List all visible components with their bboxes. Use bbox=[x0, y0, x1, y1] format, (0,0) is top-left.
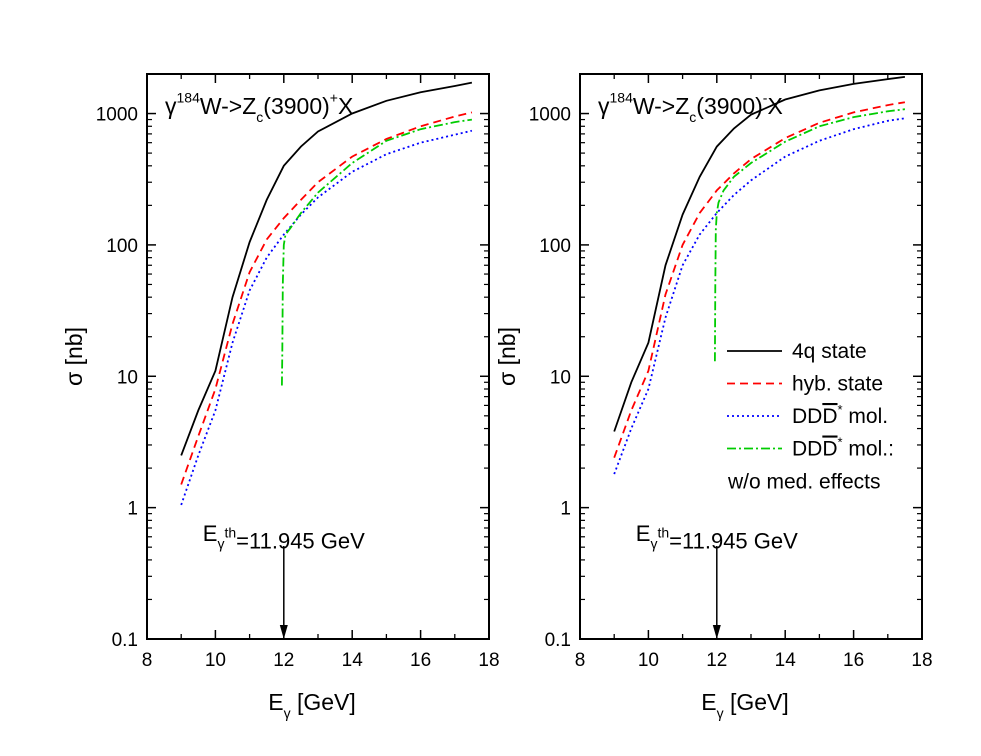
y-tick-label: 1000 bbox=[529, 105, 571, 126]
y-tick-label: 10 bbox=[117, 367, 138, 388]
threshold-annotation: Eγth=11.945 GeV bbox=[203, 521, 365, 554]
panel-title: γ184W->Zc(3900)-X bbox=[598, 90, 783, 126]
x-tick-label: 10 bbox=[205, 650, 226, 671]
y-axis-label: σ [nb] bbox=[494, 327, 520, 386]
plot-frame bbox=[579, 73, 923, 640]
threshold-arrow-head bbox=[279, 625, 288, 639]
series-4q-line bbox=[613, 76, 906, 432]
series-hyb-line bbox=[180, 111, 473, 485]
x-tick-label: 14 bbox=[775, 650, 797, 671]
x-tick-label: 16 bbox=[843, 650, 864, 671]
x-tick-label: 12 bbox=[706, 650, 727, 671]
series-mol-line bbox=[180, 129, 473, 506]
legend-label-hyb: hyb. state bbox=[792, 373, 883, 396]
panel-title: γ184W->Zc(3900)+X bbox=[165, 90, 353, 126]
y-tick-label: 1 bbox=[127, 499, 138, 520]
series-mol_nomed-line bbox=[714, 108, 906, 362]
x-axis-label: Eγ [GeV] bbox=[268, 689, 356, 721]
x-axis-label: Eγ [GeV] bbox=[701, 689, 789, 721]
legend-label-mol_nomed-line2: w/o med. effects bbox=[727, 471, 881, 494]
panel-1: 8 10 12 14 16 18 0.1 1 10 100 1000 Eγ [GeV] σ [nb] γ1… bbox=[61, 73, 500, 721]
y-tick-label: 1000 bbox=[96, 105, 138, 126]
x-tick-label: 10 bbox=[638, 650, 659, 671]
y-axis-label: σ [nb] bbox=[61, 327, 87, 386]
panel-2: 8 10 12 14 16 18 0.1 1 10 100 1000 Eγ [GeV] σ [nb] γ1… bbox=[494, 73, 933, 721]
x-tick-label: 12 bbox=[273, 650, 294, 671]
y-tick-label: 1 bbox=[560, 499, 571, 520]
series-hyb-line bbox=[613, 101, 906, 459]
legend-label-mol_nomed: DDD* mol.: bbox=[792, 435, 894, 461]
y-tick-label: 0.1 bbox=[545, 630, 571, 651]
plot-frame bbox=[146, 73, 490, 640]
series-4q-line bbox=[180, 81, 473, 456]
threshold-arrow-head bbox=[712, 625, 721, 639]
x-tick-label: 8 bbox=[575, 650, 586, 671]
y-tick-label: 100 bbox=[539, 236, 571, 257]
x-tick-label: 16 bbox=[410, 650, 431, 671]
x-tick-label: 18 bbox=[478, 650, 499, 671]
series-mol_nomed-line bbox=[281, 118, 473, 386]
threshold-annotation: Eγth=11.945 GeV bbox=[636, 521, 798, 554]
y-tick-label: 100 bbox=[106, 236, 138, 257]
y-tick-label: 10 bbox=[550, 367, 571, 388]
legend-label-4q: 4q state bbox=[792, 340, 867, 363]
x-tick-label: 8 bbox=[142, 650, 153, 671]
x-tick-label: 14 bbox=[342, 650, 364, 671]
series-mol-line bbox=[613, 117, 906, 475]
y-tick-label: 0.1 bbox=[112, 630, 138, 651]
x-tick-label: 18 bbox=[911, 650, 932, 671]
legend-label-mol: DDD* mol. bbox=[792, 402, 888, 428]
